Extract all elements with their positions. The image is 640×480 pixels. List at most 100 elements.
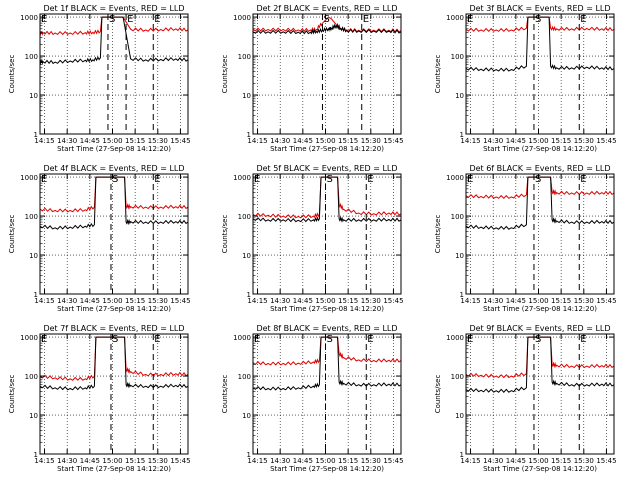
x-tick-label: 14:45 (80, 297, 100, 305)
x-tick-label: 15:00 (315, 457, 335, 465)
time-marker-label: E (154, 14, 160, 25)
x-tick-label: 14:45 (293, 457, 313, 465)
x-tick-label: 15:00 (528, 297, 548, 305)
time-marker-label: E (254, 334, 260, 345)
y-tick-label: 10 (242, 252, 251, 260)
x-tick-label: 15:30 (574, 297, 594, 305)
time-marker-label: S (326, 334, 332, 345)
series-line-events (252, 336, 402, 391)
y-tick-label: 1000 (233, 174, 251, 182)
x-tick-label: 14:45 (80, 457, 100, 465)
y-tick-label: 10 (29, 92, 38, 100)
x-tick-label: 15:15 (551, 137, 571, 145)
x-axis-label: Start Time (27-Sep-08 14:12:20) (57, 465, 171, 473)
panel-title: Det 6f BLACK = Events, RED = LLD (469, 164, 610, 173)
x-tick-label: 14:15 (460, 457, 480, 465)
y-tick-label: 10 (242, 92, 251, 100)
x-tick-label: 14:45 (293, 137, 313, 145)
y-tick-label: 100 (451, 53, 464, 61)
y-axis-label: Counts/sec (221, 215, 229, 254)
panel-title: Det 4f BLACK = Events, RED = LLD (43, 164, 184, 173)
y-tick-label: 1000 (233, 334, 251, 342)
x-axis-label: Start Time (27-Sep-08 14:12:20) (270, 145, 384, 153)
x-tick-label: 14:45 (506, 457, 526, 465)
x-tick-label: 14:30 (270, 457, 290, 465)
y-axis-label: Counts/sec (221, 375, 229, 414)
x-tick-label: 14:15 (460, 137, 480, 145)
time-marker-label: S (535, 174, 541, 185)
x-tick-label: 15:30 (361, 457, 381, 465)
series-line-lld (465, 176, 615, 200)
y-tick-label: 10 (29, 252, 38, 260)
x-tick-label: 14:45 (293, 297, 313, 305)
time-marker-label: S (112, 174, 118, 185)
time-marker-label: E (41, 14, 47, 25)
x-tick-label: 14:30 (483, 297, 503, 305)
plot-frame (39, 333, 189, 455)
y-tick-label: 100 (238, 373, 251, 381)
x-tick-label: 15:45 (170, 457, 190, 465)
panel-title: Det 8f BLACK = Events, RED = LLD (256, 324, 397, 333)
x-tick-label: 15:30 (148, 297, 168, 305)
y-tick-label: 10 (29, 412, 38, 420)
x-axis-label: Start Time (27-Sep-08 14:12:20) (270, 465, 384, 473)
y-axis-label: Counts/sec (434, 215, 442, 254)
time-marker-label: S (112, 334, 118, 345)
x-tick-label: 15:15 (551, 457, 571, 465)
panel-title: Det 9f BLACK = Events, RED = LLD (469, 324, 610, 333)
x-tick-label: 14:15 (247, 297, 267, 305)
time-marker-label: E (367, 334, 373, 345)
y-axis-label: Counts/sec (8, 55, 16, 94)
x-tick-label: 14:45 (506, 137, 526, 145)
plot-frame (39, 173, 189, 295)
x-tick-label: 15:45 (170, 137, 190, 145)
x-tick-label: 15:15 (338, 137, 358, 145)
time-marker-label: E (254, 174, 260, 185)
x-tick-label: 14:15 (247, 457, 267, 465)
x-tick-label: 15:00 (528, 457, 548, 465)
time-marker-label: S (109, 14, 115, 25)
y-axis-label: Counts/sec (434, 375, 442, 414)
x-tick-label: 15:30 (361, 137, 381, 145)
x-tick-label: 14:30 (57, 137, 77, 145)
y-tick-label: 10 (455, 92, 464, 100)
time-marker-label: S (326, 174, 332, 185)
time-marker-label: E (127, 14, 133, 25)
x-tick-label: 15:00 (102, 457, 122, 465)
series-line-events (39, 336, 189, 391)
time-marker-label: E (363, 14, 369, 25)
time-marker-label: E (154, 174, 160, 185)
time-marker-label: E (41, 334, 47, 345)
y-tick-label: 1 (460, 451, 464, 459)
x-tick-label: 15:00 (102, 137, 122, 145)
series-line-events (465, 176, 615, 230)
y-tick-label: 100 (238, 53, 251, 61)
y-tick-label: 100 (451, 373, 464, 381)
time-marker-label: E (580, 174, 586, 185)
plot-frame (252, 333, 402, 455)
x-tick-label: 15:45 (596, 137, 616, 145)
y-tick-label: 1000 (446, 334, 464, 342)
y-tick-label: 10 (242, 412, 251, 420)
y-tick-label: 1000 (20, 334, 38, 342)
series-line-lld (465, 336, 615, 379)
x-tick-label: 15:15 (125, 137, 145, 145)
x-axis-label: Start Time (27-Sep-08 14:12:20) (483, 145, 597, 153)
y-tick-label: 10 (455, 412, 464, 420)
x-tick-label: 14:30 (270, 137, 290, 145)
x-tick-label: 15:00 (315, 297, 335, 305)
series-line-lld (39, 336, 189, 381)
x-tick-label: 15:00 (102, 297, 122, 305)
panel-title: Det 2f BLACK = Events, RED = LLD (256, 4, 397, 13)
series-line-events (252, 176, 402, 223)
x-tick-label: 14:30 (57, 297, 77, 305)
time-marker-label: E (580, 334, 586, 345)
y-tick-label: 1000 (233, 14, 251, 22)
x-tick-label: 14:30 (483, 457, 503, 465)
y-tick-label: 1 (460, 291, 464, 299)
